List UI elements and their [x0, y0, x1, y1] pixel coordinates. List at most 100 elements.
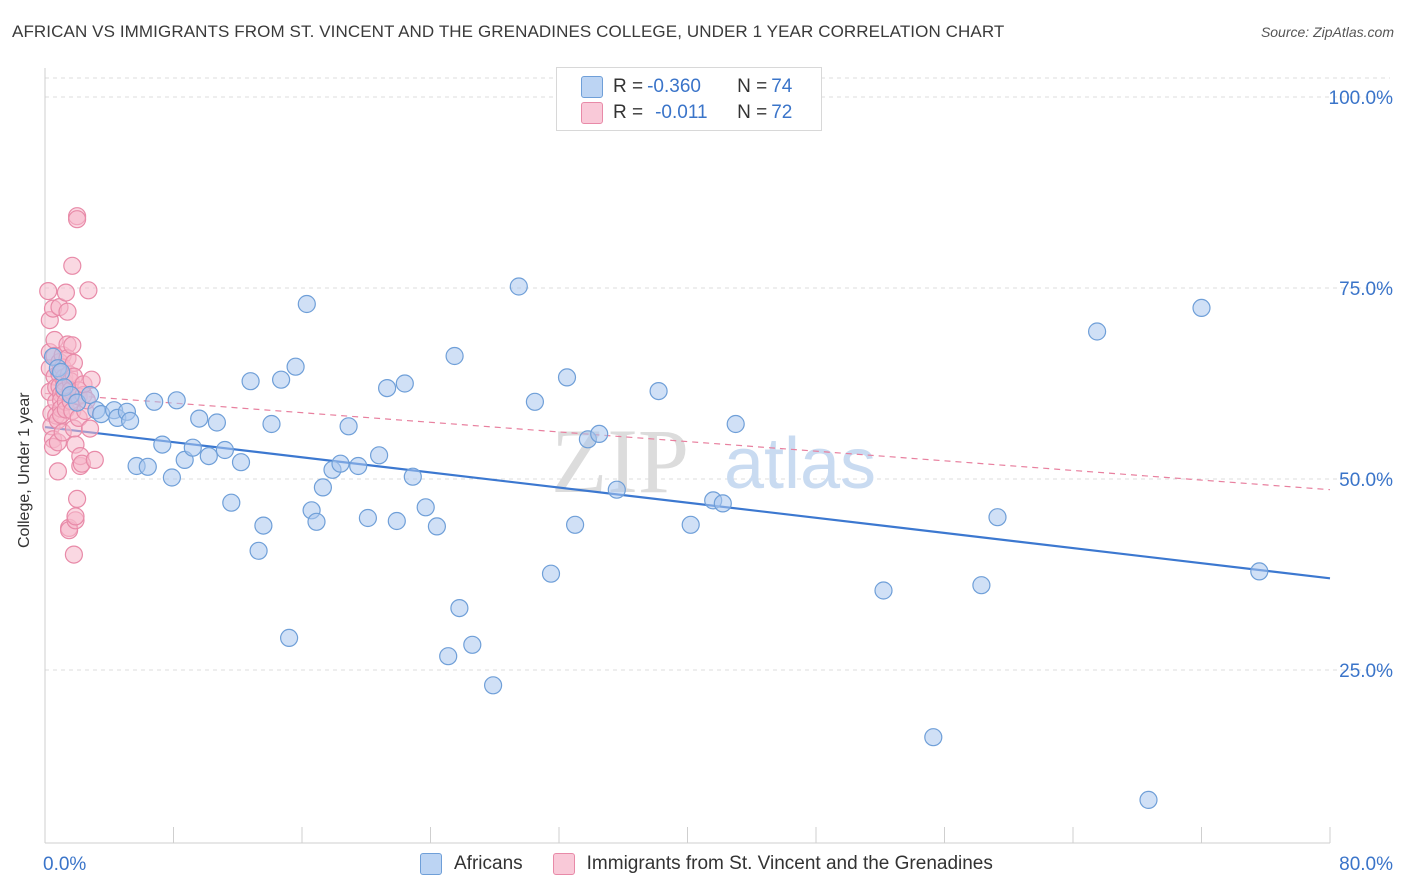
africans-point	[370, 446, 389, 465]
immigrants-point	[79, 281, 98, 300]
africans-point	[167, 391, 186, 410]
legend-r-value: -0.011	[655, 102, 708, 123]
africans-point	[541, 564, 561, 583]
africans-point	[988, 508, 1007, 527]
x-tick-label: 0.0%	[43, 854, 86, 875]
africans-point	[395, 374, 414, 393]
y-axis-title-wrap: College, Under 1 year	[16, 392, 36, 568]
legend-n-value: 74	[771, 76, 793, 97]
africans-point	[439, 647, 458, 666]
y-axis-title: College, Under 1 year	[16, 392, 33, 548]
africans-point	[331, 454, 350, 473]
africans-point	[254, 516, 273, 535]
africans-point	[313, 478, 332, 497]
africans-point	[713, 494, 732, 513]
legend-row-immigrants: R = -0.011 N = 72	[581, 102, 792, 124]
legend-row-africans: R = -0.360 N = 74	[581, 76, 792, 98]
africans-point	[681, 515, 700, 534]
series-label-africans: Africans	[454, 853, 523, 874]
immigrants-point	[48, 462, 68, 481]
africans-point	[280, 628, 299, 648]
africans-point	[262, 414, 281, 434]
africans-point	[726, 414, 745, 434]
africans-point	[207, 413, 226, 432]
africans-point	[607, 480, 626, 499]
africans-point	[484, 676, 503, 695]
immigrants-point	[80, 419, 100, 438]
legend-n-label: N =	[737, 76, 768, 97]
africans-point	[525, 392, 545, 411]
y-tick-label: 75.0%	[1339, 279, 1393, 300]
legend-r-value: -0.360	[647, 76, 701, 97]
africans-point	[138, 457, 157, 476]
africans-point	[307, 512, 326, 531]
africans-point	[557, 368, 577, 387]
series-legend-africans: Africans	[420, 853, 523, 875]
africans-point	[1192, 298, 1211, 317]
watermark-atlas: atlas	[724, 424, 876, 504]
africans-point	[339, 417, 358, 436]
legend-r-label: R =	[613, 102, 644, 123]
africans-point	[450, 598, 469, 618]
y-tick-label: 100.0%	[1329, 88, 1394, 109]
series-legend: Africans Immigrants from St. Vincent and…	[420, 851, 1023, 877]
africans-point	[924, 728, 943, 747]
immigrants-point	[67, 489, 87, 508]
legend-n-value: 72	[771, 102, 793, 123]
immigrants-point	[66, 507, 85, 526]
africans-point	[249, 541, 268, 560]
africans-point	[162, 468, 181, 487]
series-swatch-blue	[420, 853, 442, 875]
immigrants-point	[39, 282, 58, 301]
africans-point	[387, 511, 406, 531]
africans-point	[416, 498, 435, 517]
immigrants-point	[85, 450, 104, 469]
africans-point	[1139, 790, 1158, 810]
legend-n-label: N =	[737, 102, 768, 123]
africans-point	[565, 515, 585, 534]
africans-point	[215, 440, 234, 460]
immigrants-trend-line	[44, 392, 1331, 491]
africans-point	[649, 382, 668, 401]
legend-r-label: R =	[613, 76, 644, 97]
immigrants-point	[67, 210, 87, 229]
axes	[44, 68, 1331, 844]
y-tick-labels: 25.0% 50.0% 75.0% 100.0%	[1329, 88, 1394, 682]
africans-point	[358, 508, 377, 528]
immigrants-point	[64, 545, 84, 564]
stats-legend: R = -0.360 N = 74 R = -0.011 N = 72	[556, 67, 822, 131]
africans-point	[199, 447, 218, 466]
africans-trend-line	[44, 425, 1331, 580]
africans-point	[121, 411, 140, 430]
africans-point	[445, 346, 464, 366]
x-tick-labels: 0.0% 80.0%	[43, 854, 1393, 875]
africans-point	[1087, 322, 1107, 341]
africans-point	[349, 456, 368, 476]
africans-point	[145, 392, 164, 411]
immigrants-point	[82, 370, 101, 389]
series-swatch-pink	[552, 853, 575, 875]
africans-point	[403, 467, 422, 486]
africans-point	[509, 277, 528, 296]
africans-point	[463, 635, 482, 654]
immigrants-point	[63, 336, 82, 355]
africans-point	[427, 517, 446, 536]
legend-swatch-pink	[581, 102, 603, 124]
series-label-immigrants: Immigrants from St. Vincent and the Gren…	[586, 853, 993, 874]
africans-point	[241, 372, 260, 391]
africans-point	[378, 379, 397, 398]
x-tick-label: 80.0%	[1339, 854, 1393, 875]
africans-point	[183, 438, 202, 457]
africans-point	[286, 357, 305, 376]
legend-swatch-blue	[581, 76, 603, 98]
series-legend-immigrants: Immigrants from St. Vincent and the Gren…	[552, 853, 993, 875]
africans-point	[972, 576, 991, 595]
africans-point	[222, 493, 241, 512]
africans-point	[272, 370, 291, 389]
africans-point	[1250, 562, 1269, 581]
africans-point	[231, 453, 251, 472]
data-points	[39, 207, 1269, 810]
africans-point	[874, 581, 893, 600]
y-tick-label: 25.0%	[1339, 661, 1393, 682]
